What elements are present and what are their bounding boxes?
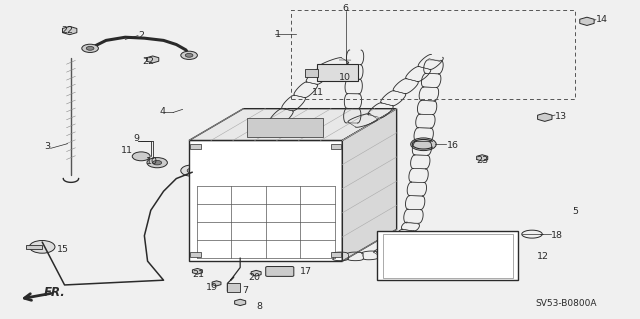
Bar <box>378 231 518 280</box>
Text: 3: 3 <box>44 142 51 151</box>
Text: SV53-B0800A: SV53-B0800A <box>536 299 597 308</box>
Circle shape <box>340 122 351 127</box>
Circle shape <box>180 51 197 59</box>
Circle shape <box>541 115 548 119</box>
Circle shape <box>271 120 292 130</box>
Text: 10: 10 <box>147 157 158 166</box>
Text: 19: 19 <box>206 283 218 292</box>
Text: 13: 13 <box>555 112 567 121</box>
Polygon shape <box>342 109 397 261</box>
Text: 17: 17 <box>300 267 312 276</box>
Bar <box>246 118 323 137</box>
Circle shape <box>195 270 200 272</box>
Circle shape <box>253 272 259 274</box>
Bar <box>317 64 358 81</box>
Text: 6: 6 <box>342 4 348 13</box>
Text: 21: 21 <box>192 270 204 279</box>
Circle shape <box>214 282 219 285</box>
Bar <box>190 252 200 257</box>
Circle shape <box>479 157 485 160</box>
Text: 14: 14 <box>596 15 608 24</box>
Circle shape <box>82 44 99 52</box>
Text: 15: 15 <box>57 245 69 254</box>
Bar <box>331 144 341 149</box>
Circle shape <box>180 165 204 176</box>
Circle shape <box>29 241 55 253</box>
FancyBboxPatch shape <box>266 267 294 276</box>
Polygon shape <box>189 140 342 261</box>
Text: 7: 7 <box>242 286 248 295</box>
Circle shape <box>276 122 287 127</box>
Circle shape <box>187 168 197 173</box>
Text: 9: 9 <box>134 134 140 143</box>
Bar <box>26 245 42 249</box>
Text: 23: 23 <box>476 156 488 165</box>
Circle shape <box>147 158 168 168</box>
Text: 11: 11 <box>312 88 324 97</box>
Text: 11: 11 <box>121 146 132 155</box>
Text: 22: 22 <box>61 26 74 35</box>
Text: 20: 20 <box>248 273 260 282</box>
Text: 8: 8 <box>256 302 262 311</box>
Text: FR.: FR. <box>44 286 66 300</box>
Circle shape <box>237 301 243 304</box>
Bar <box>190 144 200 149</box>
Circle shape <box>86 47 94 50</box>
Text: 16: 16 <box>447 141 458 150</box>
Text: 4: 4 <box>159 108 165 116</box>
Text: 10: 10 <box>339 73 351 82</box>
Circle shape <box>185 53 193 57</box>
Circle shape <box>411 138 436 151</box>
Bar <box>227 283 240 292</box>
Circle shape <box>153 160 162 165</box>
Polygon shape <box>189 109 397 140</box>
Circle shape <box>335 120 356 130</box>
Bar <box>305 69 318 78</box>
Circle shape <box>583 19 591 23</box>
Text: 5: 5 <box>572 207 579 216</box>
Circle shape <box>132 152 150 161</box>
Text: 2: 2 <box>138 31 144 40</box>
Text: 18: 18 <box>551 231 563 240</box>
Text: 12: 12 <box>537 252 549 261</box>
Text: 1: 1 <box>275 30 282 39</box>
Bar <box>383 234 513 278</box>
Text: 22: 22 <box>143 57 154 66</box>
Bar <box>331 252 341 257</box>
